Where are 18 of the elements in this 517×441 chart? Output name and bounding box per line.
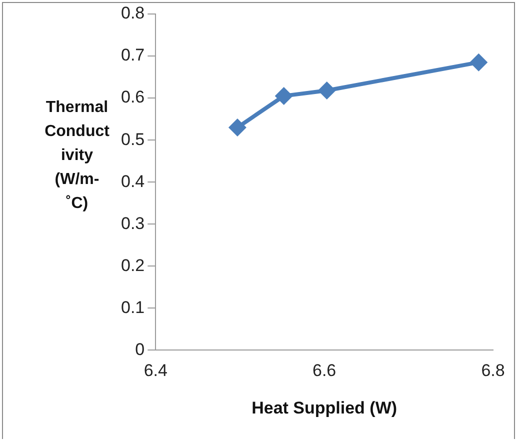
y-tick-label: 0.5 xyxy=(120,130,145,149)
y-tick-label: 0.8 xyxy=(120,4,145,23)
x-tick-label: 6.8 xyxy=(481,361,505,380)
x-axis-title: Heat Supplied (W) xyxy=(252,398,398,418)
point xyxy=(228,118,246,136)
x-tick-label: 6.6 xyxy=(312,361,336,380)
y-tick-label: 0.1 xyxy=(120,298,145,317)
y-axis-title: Thermal Conductivity (W/m-˚C) xyxy=(44,98,110,214)
y-tick-label: 0.3 xyxy=(120,214,145,233)
y-tick-label: 0.7 xyxy=(120,46,145,65)
point xyxy=(470,53,488,72)
x-tick-label: 6.4 xyxy=(144,361,168,380)
y-tick-label: 0 xyxy=(135,340,145,359)
y-tick-label: 0.2 xyxy=(120,256,145,275)
point xyxy=(318,81,336,100)
y-tick-label: 0.6 xyxy=(120,88,145,107)
point xyxy=(274,86,293,105)
y-tick-label: 0.4 xyxy=(120,172,145,191)
